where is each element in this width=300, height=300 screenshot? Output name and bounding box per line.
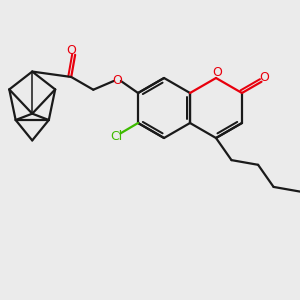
Text: O: O [112,74,122,88]
Text: O: O [213,66,222,79]
Text: O: O [259,71,269,84]
Text: O: O [67,44,76,57]
Text: Cl: Cl [110,130,123,143]
